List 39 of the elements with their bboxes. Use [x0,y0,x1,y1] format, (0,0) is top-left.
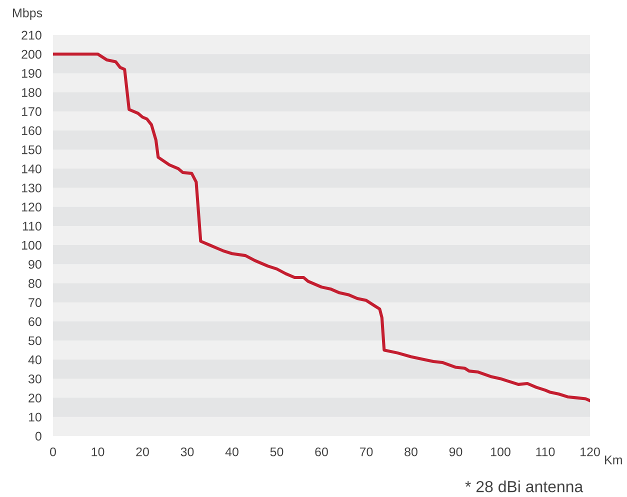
y-tick-label: 160 [22,126,42,136]
line-series [53,52,590,402]
y-tick-label: 120 [22,202,42,212]
x-tick-label: 100 [491,447,510,456]
y-tick-label: 40 [28,355,42,364]
x-tick-label: 50 [270,447,284,456]
y-tick-label: 10 [28,412,42,422]
x-tick-label: 120 [580,447,600,456]
y-tick-label: 50 [28,336,42,346]
y-tick-label: 150 [22,145,42,154]
text: * 28 dBi antenna [465,480,584,492]
y-tick-label: 70 [28,298,42,307]
x-tick-label: 80 [404,447,418,456]
y-tick-label: 140 [22,164,42,174]
x-tick-label: 0 [50,447,56,456]
y-tick-label: 60 [28,317,42,326]
x-tick-label: 110 [536,447,555,456]
y-tick-label: 0 [35,432,42,441]
y-tick-label: 170 [22,107,42,116]
y-tick-label: 200 [22,50,42,59]
x-tick-label: 20 [136,447,149,456]
x-tick-label: 70 [360,447,373,456]
y-tick-label: 180 [22,88,42,97]
y-tick-label: 30 [28,374,42,384]
y-tick-label: 100 [22,240,42,250]
x-tick-label: 10 [92,447,104,456]
y-tick-label: 90 [28,260,42,269]
y-tick-label: 80 [28,279,42,288]
y-tick-label: 130 [22,184,42,192]
y-tick-label: 190 [22,68,42,78]
x-tick-label: 60 [315,447,328,456]
y-tick-label: 110 [22,222,42,231]
y-axis-title: Mbps [13,8,42,20]
x-tick-label: 90 [449,447,462,456]
y-tick-label: 20 [28,394,42,402]
x-tick-label: 40 [225,447,238,456]
x-tick-label: 30 [180,447,194,456]
x-axis-title: Km [605,456,622,464]
y-tick-label: 210 [22,30,42,40]
